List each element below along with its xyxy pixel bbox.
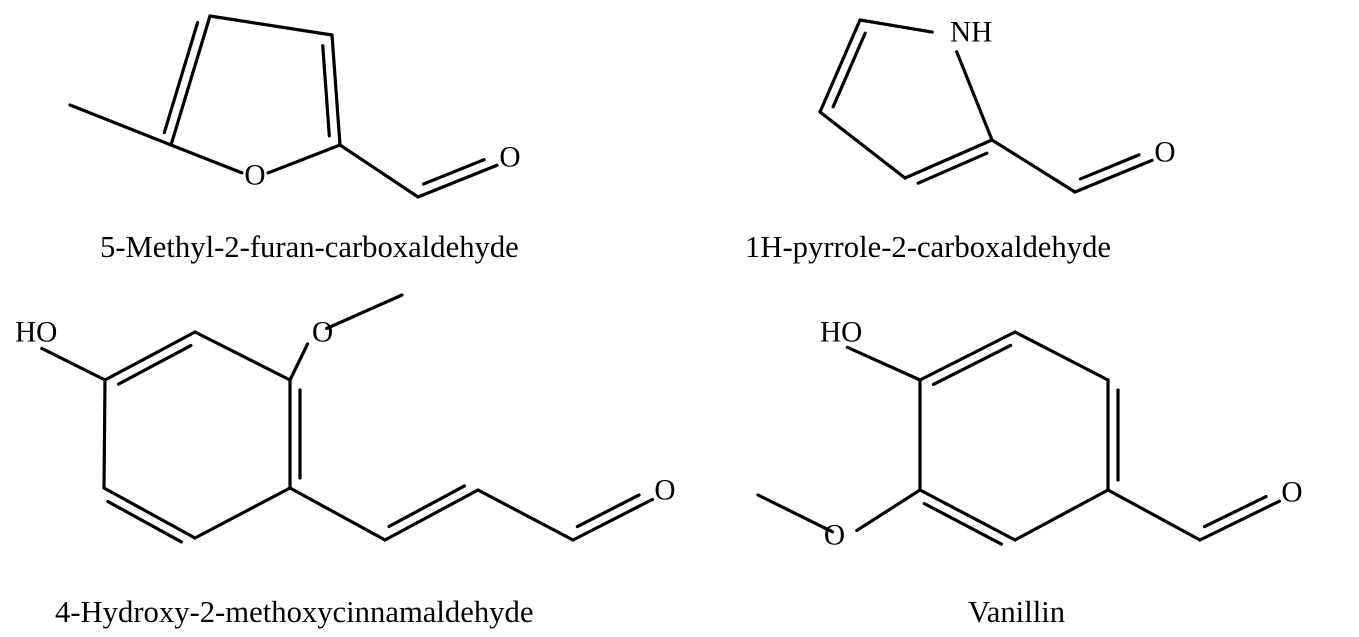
- svg-text:O: O: [1281, 477, 1302, 509]
- svg-text:NH: NH: [950, 17, 992, 49]
- caption-cinnam: 4-Hydroxy-2-methoxycinnamaldehyde: [55, 595, 533, 630]
- svg-text:O: O: [1154, 137, 1175, 169]
- svg-text:O: O: [312, 317, 333, 349]
- figure-canvas: O O NH O HO O O HO O O 5-Methyl-2-furan-carboxald…: [0, 0, 1359, 637]
- caption-vanillin: Vanillin: [968, 595, 1065, 630]
- svg-text:HO: HO: [820, 317, 862, 349]
- svg-text:O: O: [244, 160, 265, 192]
- svg-text:O: O: [824, 520, 845, 552]
- svg-text:O: O: [654, 475, 675, 507]
- svg-text:O: O: [499, 142, 520, 174]
- chemistry-svg: O O NH O HO O O HO O O: [0, 0, 1359, 637]
- caption-pyrrole: 1H-pyrrole-2-carboxaldehyde: [745, 230, 1111, 265]
- svg-text:HO: HO: [15, 317, 57, 349]
- caption-methylfuran: 5-Methyl-2-furan-carboxaldehyde: [100, 230, 519, 265]
